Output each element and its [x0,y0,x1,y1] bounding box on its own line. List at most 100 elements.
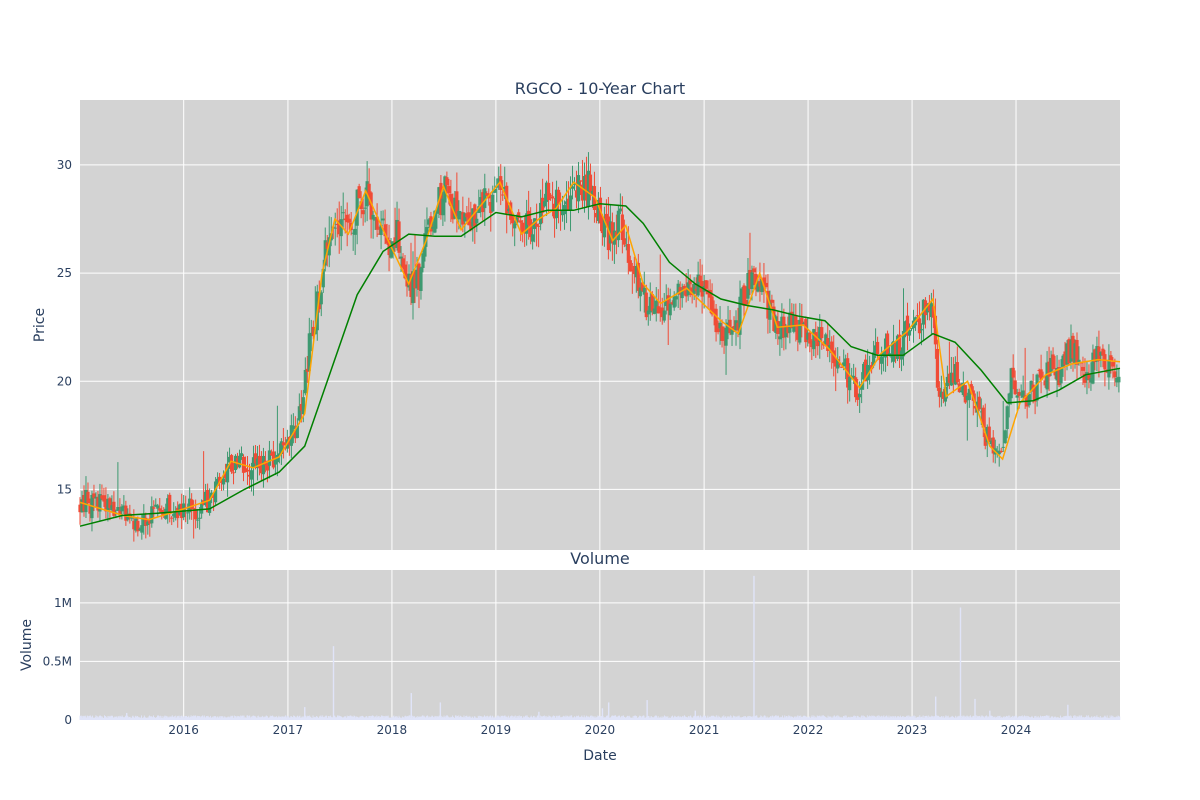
volume-bar [97,717,99,720]
volume-bar [699,717,701,720]
volume-bar [1091,717,1093,720]
volume-bar [883,717,885,720]
candle-body [213,481,218,503]
candle-body [1067,339,1071,364]
volume-bar [543,715,545,720]
volume-bar [992,717,994,720]
candle-body [267,450,272,466]
volume-bar [927,715,929,720]
volume-bar [143,717,145,720]
volume-bar [343,716,345,720]
volume-bar [857,715,859,720]
volume-bar [912,716,914,720]
volume-bar [377,716,379,720]
candle-body [834,358,838,367]
candle-body [273,460,278,465]
volume-bar [635,716,637,720]
candle-body [433,210,437,233]
volume-bar [724,716,726,720]
volume-bar [171,715,173,720]
candle-body [1061,355,1065,367]
volume-bar [746,717,748,720]
volume-bar [1033,718,1035,720]
volume-bar [104,716,106,720]
candle-body [646,310,650,315]
candle-body [628,260,632,272]
volume-bar [799,717,801,720]
candle-body [586,170,591,207]
volume-bar [842,717,844,720]
volume-bar [942,717,944,720]
volume-bar [626,716,628,720]
volume-bar [273,717,275,720]
candle-body [485,193,489,196]
volume-bar [805,716,807,720]
volume-bar [245,717,247,720]
volume-bar [585,716,587,720]
volume-bar [153,717,155,720]
volume-bar [423,715,425,720]
volume-bar [100,717,102,720]
volume-bar [490,717,492,720]
candle-body [321,268,325,288]
candle-body [507,208,511,212]
volume-bar [511,718,513,720]
volume-bar [667,716,669,720]
volume-bar [839,717,841,720]
volume-bar [325,715,327,720]
volume-bar [1051,716,1053,720]
volume-bar [703,715,705,720]
volume-bar [80,716,82,720]
volume-bar [1069,716,1071,720]
volume-bar [967,717,969,720]
candle-body [1047,361,1051,377]
volume-bar [130,718,132,720]
candle-body [620,214,624,240]
volume-bar [85,715,87,720]
volume-bar [851,717,853,720]
volume-bar [534,718,536,720]
volume-bar [454,715,456,720]
volume-bar [248,715,250,720]
volume-bar [638,715,640,720]
volume-bar [662,716,664,720]
volume-gridlines [80,570,1120,721]
candle-body [140,525,144,533]
volume-bar [427,715,429,720]
volume-bar [206,716,208,720]
volume-bar [730,715,732,720]
volume-bar [773,716,775,720]
volume-bar [944,716,946,720]
candle-body [868,366,872,371]
volume-bar [337,716,339,720]
volume-bar [213,716,215,720]
candle-body [883,338,888,358]
volume-bar [1087,715,1089,720]
volume-bar [473,718,475,720]
candle-body [812,329,816,350]
volume-bar [370,716,372,720]
volume-bar [1079,717,1081,720]
volume-bar [824,716,826,720]
volume-bar [544,718,546,720]
volume-bar [289,717,291,720]
candle-body [720,326,724,341]
candle-body [712,308,716,313]
candle-body [148,518,152,524]
volume-bar [649,718,651,720]
volume-bar [116,717,118,720]
volume-bar [1106,717,1108,720]
volume-bar [1114,717,1116,720]
volume-bar [150,716,152,720]
volume-bar [964,716,966,720]
volume-bar [393,717,395,720]
volume-bar [1011,718,1013,720]
candle-body [606,216,611,251]
volume-bar [551,716,553,720]
volume-bar [280,716,282,720]
volume-bar [711,715,713,720]
volume-bar [450,717,452,720]
volume-bar [1021,716,1023,720]
